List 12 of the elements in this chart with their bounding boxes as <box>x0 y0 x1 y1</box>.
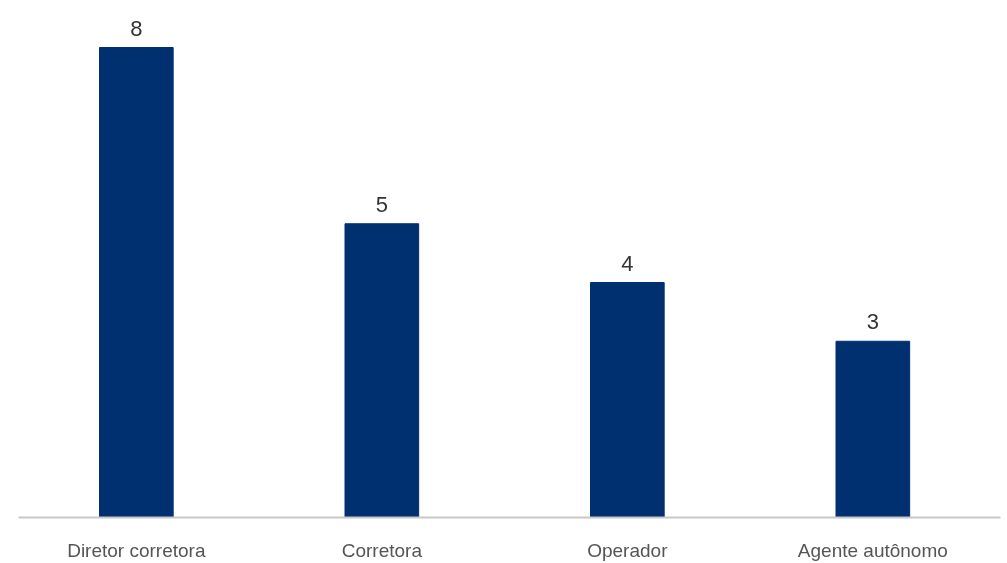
x-tick-label: Diretor corretora <box>67 539 206 561</box>
data-label: 8 <box>130 15 143 41</box>
x-tick-label: Corretora <box>341 539 423 561</box>
bar <box>835 340 911 518</box>
data-label: 5 <box>375 191 388 217</box>
bar <box>99 47 174 518</box>
data-label: 3 <box>866 309 879 335</box>
x-tick-label: Operador <box>587 539 669 561</box>
data-label: 4 <box>621 250 634 276</box>
bar <box>344 223 420 518</box>
x-tick-label: Agente autônomo <box>797 539 948 561</box>
bar <box>590 282 665 518</box>
